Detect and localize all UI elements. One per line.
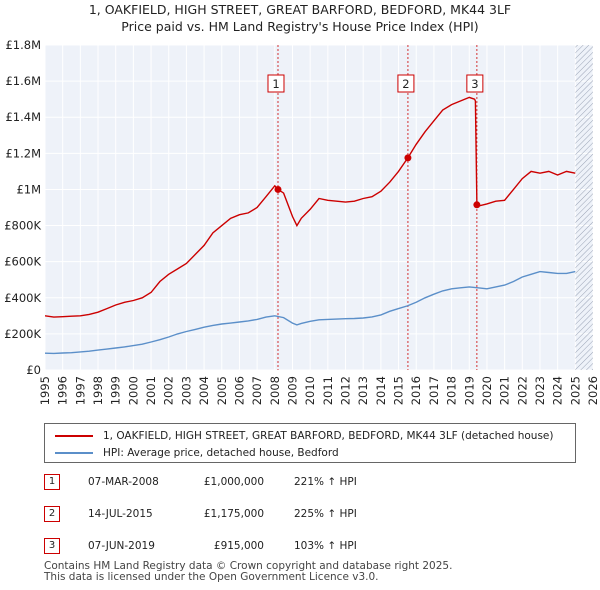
y-tick-label: £200K bbox=[4, 327, 41, 341]
footer-licence: This data is licensed under the Open Gov… bbox=[44, 571, 379, 583]
y-tick-label: £1.8M bbox=[5, 38, 41, 52]
chart-subtitle: Price paid vs. HM Land Registry's House … bbox=[121, 19, 478, 34]
x-tick-label: 1999 bbox=[109, 376, 123, 405]
x-tick-label: 2009 bbox=[285, 376, 299, 405]
sale-date: 14-JUL-2015 bbox=[88, 508, 153, 520]
sale-number: 3 bbox=[44, 538, 60, 554]
x-tick-label: 2014 bbox=[374, 376, 388, 405]
x-tick-label: 1996 bbox=[56, 376, 70, 405]
sale-point bbox=[473, 201, 481, 209]
x-tick-label: 2020 bbox=[480, 376, 494, 405]
x-tick-label: 2011 bbox=[321, 376, 335, 405]
x-tick-label: 2021 bbox=[498, 376, 512, 405]
sale-price: £915,000 bbox=[213, 540, 264, 552]
sale-price: £1,175,000 bbox=[203, 508, 264, 520]
footer-attribution: Contains HM Land Registry data © Crown c… bbox=[44, 561, 452, 583]
legend: 1, OAKFIELD, HIGH STREET, GREAT BARFORD,… bbox=[44, 423, 576, 463]
sale-marker-number: 3 bbox=[471, 77, 478, 91]
x-tick-label: 2001 bbox=[144, 376, 158, 405]
sale-points bbox=[274, 154, 481, 209]
sale-marker-box bbox=[466, 74, 484, 93]
y-tick-label: £400K bbox=[4, 291, 41, 305]
x-tick-label: 2018 bbox=[445, 376, 459, 405]
x-tick-label: 2025 bbox=[568, 376, 582, 405]
y-tick-label: £800K bbox=[4, 219, 41, 233]
y-tick-label: £1.6M bbox=[5, 74, 41, 88]
x-tick-label: 2006 bbox=[232, 376, 246, 405]
legend-item-property: 1, OAKFIELD, HIGH STREET, GREAT BARFORD,… bbox=[55, 428, 553, 444]
legend-item-hpi: HPI: Average price, detached house, Bedf… bbox=[55, 445, 339, 461]
sale-marker-box bbox=[397, 74, 415, 93]
property-series-line bbox=[45, 96, 576, 318]
x-tick-label: 2012 bbox=[339, 376, 353, 405]
sale-number: 2 bbox=[44, 506, 60, 522]
hpi-series-line bbox=[45, 270, 576, 355]
sale-date: 07-JUN-2019 bbox=[88, 540, 155, 552]
y-tick-label: £1.2M bbox=[5, 146, 41, 160]
price-chart: 1, OAKFIELD, HIGH STREET, GREAT BARFORD,… bbox=[4, 2, 600, 405]
x-tick-label: 2026 bbox=[586, 376, 600, 405]
x-tick-label: 2002 bbox=[162, 376, 176, 405]
x-tick-label: 2000 bbox=[126, 376, 140, 405]
sale-marker-number: 2 bbox=[402, 77, 409, 91]
footer-copyright: Contains HM Land Registry data © Crown c… bbox=[44, 560, 453, 572]
x-tick-label: 2010 bbox=[303, 376, 317, 405]
x-tick-label: 2019 bbox=[462, 376, 476, 405]
plot-area bbox=[45, 45, 593, 370]
sale-date: 07-MAR-2008 bbox=[88, 476, 159, 488]
y-axis: £0 £200K £400K £600K £800K £1M £1.2M £1.4M £1.6M… bbox=[4, 38, 41, 377]
sale-marker-labels: 1 2 3 bbox=[267, 74, 484, 93]
x-tick-label: 2024 bbox=[551, 376, 565, 405]
sale-point bbox=[274, 185, 282, 193]
y-tick-label: £1.4M bbox=[5, 110, 41, 124]
x-tick-label: 2016 bbox=[409, 376, 423, 405]
x-tick-label: 2008 bbox=[268, 376, 282, 405]
y-tick-label: £600K bbox=[4, 255, 41, 269]
sale-row: 3 07-JUN-2019 £915,000 103% ↑ HPI bbox=[44, 536, 584, 558]
x-tick-label: 2015 bbox=[392, 376, 406, 405]
x-tick-label: 2017 bbox=[427, 376, 441, 405]
x-tick-label: 1995 bbox=[38, 376, 52, 405]
x-axis: 1995 1996 1997 1998 1999 2000 2001 2002 2003 2004… bbox=[38, 376, 600, 405]
future-hatch-region bbox=[575, 45, 593, 370]
x-tick-label: 2007 bbox=[250, 376, 264, 405]
sale-hpi-change: 225% ↑ HPI bbox=[294, 508, 357, 520]
legend-label-property: 1, OAKFIELD, HIGH STREET, GREAT BARFORD,… bbox=[103, 430, 554, 442]
x-tick-label: 2003 bbox=[179, 376, 193, 405]
x-tick-label: 1997 bbox=[73, 376, 87, 405]
legend-swatch-hpi bbox=[55, 452, 93, 454]
sale-number: 1 bbox=[44, 474, 60, 490]
x-tick-label: 2004 bbox=[197, 376, 211, 405]
x-tick-label: 2023 bbox=[533, 376, 547, 405]
sale-row: 2 14-JUL-2015 £1,175,000 225% ↑ HPI bbox=[44, 504, 584, 526]
x-tick-label: 2013 bbox=[356, 376, 370, 405]
legend-swatch-property bbox=[55, 435, 93, 437]
sale-price: £1,000,000 bbox=[203, 476, 264, 488]
sale-point bbox=[404, 154, 412, 162]
x-tick-label: 2022 bbox=[515, 376, 529, 405]
x-tick-label: 2005 bbox=[215, 376, 229, 405]
sale-marker-box bbox=[267, 74, 285, 93]
y-tick-label: £0 bbox=[26, 363, 41, 377]
sale-hpi-change: 103% ↑ HPI bbox=[294, 540, 357, 552]
x-tick-label: 1998 bbox=[91, 376, 105, 405]
grid-lines bbox=[44, 44, 594, 371]
legend-label-hpi: HPI: Average price, detached house, Bedf… bbox=[103, 447, 339, 459]
sale-hpi-change: 221% ↑ HPI bbox=[294, 476, 357, 488]
y-tick-label: £1M bbox=[16, 182, 41, 196]
chart-title: 1, OAKFIELD, HIGH STREET, GREAT BARFORD,… bbox=[89, 2, 511, 17]
sale-marker-number: 1 bbox=[272, 77, 279, 91]
sale-row: 1 07-MAR-2008 £1,000,000 221% ↑ HPI bbox=[44, 472, 584, 494]
